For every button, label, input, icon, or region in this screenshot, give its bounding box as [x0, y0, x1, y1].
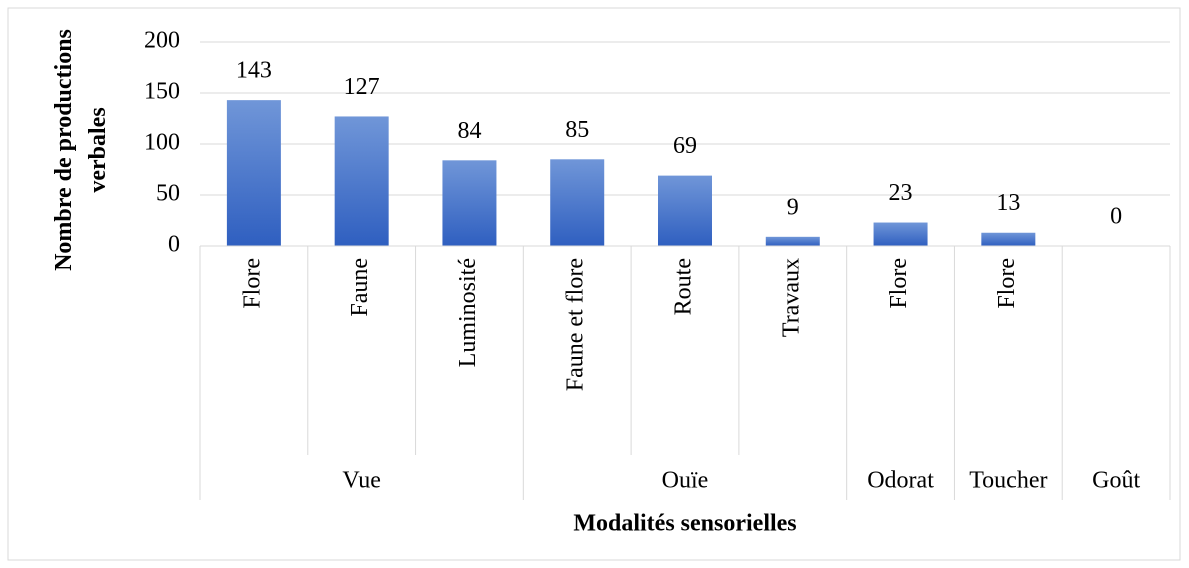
bar — [334, 116, 389, 247]
group-label: Odorat — [867, 468, 934, 494]
bar — [550, 159, 605, 246]
y-tick-label: 100 — [144, 130, 180, 156]
x-tick-label: Faune — [347, 258, 373, 317]
x-tick-label: Travaux — [778, 258, 804, 337]
value-label: 85 — [565, 117, 589, 143]
x-tick-label: Faune et flore — [563, 258, 589, 391]
value-label: 69 — [673, 133, 697, 159]
x-tick-label: Luminosité — [455, 258, 481, 367]
group-label: Ouïe — [662, 468, 709, 494]
x-tick-label: Flore — [886, 258, 912, 309]
bar — [442, 160, 497, 246]
value-label: 84 — [457, 118, 481, 144]
bar — [873, 222, 928, 246]
y-tick-label: 150 — [144, 79, 180, 105]
bar — [658, 175, 712, 246]
y-tick-label: 200 — [144, 28, 180, 54]
value-label: 127 — [344, 74, 380, 100]
x-axis-title: Modalités sensorielles — [573, 511, 796, 537]
bar — [981, 232, 1036, 246]
x-tick-label: Flore — [994, 258, 1020, 309]
x-tick-label: Route — [671, 258, 697, 315]
value-label: 13 — [996, 190, 1020, 216]
value-label: 23 — [889, 180, 913, 206]
value-label: 0 — [1110, 204, 1122, 230]
y-tick-label: 0 — [168, 232, 180, 258]
group-label: Vue — [342, 468, 381, 494]
x-tick-label: Flore — [239, 258, 265, 309]
y-tick-label: 50 — [156, 181, 180, 207]
group-label: Toucher — [969, 468, 1047, 494]
bar — [226, 100, 281, 246]
bar — [765, 236, 820, 246]
y-axis-title: Nombre de productions verbales — [51, 29, 111, 271]
chart-border — [7, 7, 1181, 561]
value-label: 143 — [236, 58, 272, 84]
group-label: Goût — [1092, 468, 1140, 494]
value-label: 9 — [787, 194, 799, 220]
